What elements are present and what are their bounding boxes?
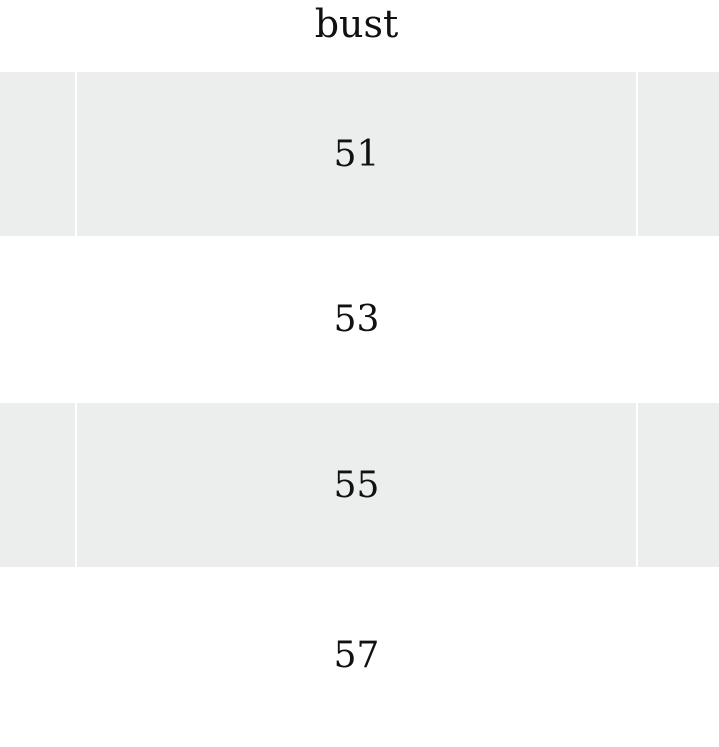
table-cell	[638, 236, 719, 403]
table-cell	[0, 403, 75, 567]
table-cell-bust: 53	[333, 299, 380, 340]
table-cell	[638, 567, 719, 747]
table-row: 51	[0, 72, 719, 236]
table-cell-bust: 55	[333, 464, 380, 506]
table-header: bust	[0, 0, 719, 72]
column-divider	[636, 72, 638, 236]
column-divider	[636, 403, 638, 567]
table-row: 53	[0, 236, 719, 403]
table-cell-bust: 57	[333, 634, 380, 676]
table-cell	[638, 72, 719, 236]
table-cell-bust: 51	[333, 133, 380, 175]
column-header-bust[interactable]: bust	[314, 2, 399, 46]
table-cell	[0, 567, 75, 747]
column-divider	[75, 72, 77, 236]
table-row: 55	[0, 403, 719, 567]
table-cell	[0, 236, 75, 403]
column-divider	[75, 403, 77, 567]
table-row: 57	[0, 567, 719, 747]
table-cell	[638, 403, 719, 567]
table-cell	[0, 72, 75, 236]
